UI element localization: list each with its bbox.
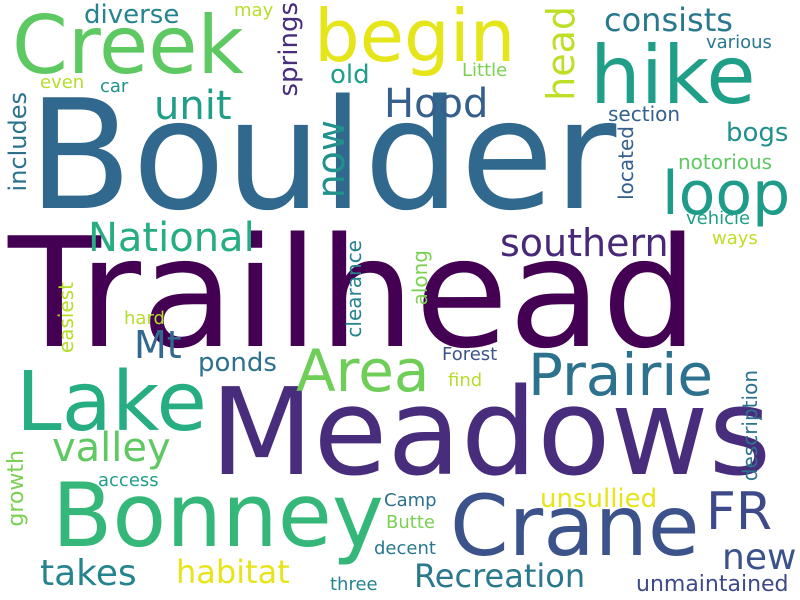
word-southern: southern	[500, 221, 669, 265]
word-meadows: Meadows	[210, 364, 772, 503]
word-valley: valley	[52, 425, 171, 471]
word-even: even	[40, 72, 85, 93]
word-new: new	[722, 537, 797, 578]
word-now: now	[309, 120, 353, 199]
word-boulder: Boulder	[28, 67, 617, 244]
word-consists: consists	[604, 1, 733, 39]
word-unmaintained: unmaintained	[636, 572, 789, 597]
word-ways: ways	[712, 228, 758, 249]
word-fr: FR	[706, 482, 773, 542]
word-springs: springs	[274, 2, 304, 97]
word-unsullied: unsullied	[540, 484, 658, 514]
word-mt: Mt	[134, 323, 182, 367]
word-decent: decent	[374, 538, 436, 559]
word-ponds: ponds	[198, 348, 277, 378]
word-bogs: bogs	[726, 118, 789, 148]
word-description: description	[738, 370, 762, 482]
word-forest: Forest	[442, 344, 498, 365]
word-easiest: easiest	[54, 282, 78, 354]
word-diverse: diverse	[84, 0, 180, 30]
word-butte: Butte	[386, 512, 435, 533]
word-hike: hike	[590, 29, 756, 122]
word-habitat: habitat	[176, 553, 290, 591]
word-bonney: Bonney	[52, 464, 384, 567]
word-area: Area	[296, 337, 430, 405]
word-growth: growth	[4, 450, 29, 527]
word-national: National	[88, 215, 255, 261]
word-trailhead: Trailhead	[8, 205, 699, 382]
word-little: Little	[462, 60, 508, 81]
word-includes: includes	[4, 92, 32, 192]
word-creek: Creek	[12, 0, 244, 92]
word-lake: Lake	[16, 355, 207, 450]
word-unit: unit	[154, 83, 232, 129]
word-notorious: notorious	[678, 150, 773, 174]
word-section: section	[608, 102, 681, 126]
word-access: access	[98, 470, 159, 491]
word-hard: hard	[124, 308, 165, 329]
word-takes: takes	[40, 553, 137, 594]
word-hood: Hood	[384, 81, 489, 127]
word-various: various	[706, 32, 772, 53]
word-located: located	[614, 126, 638, 200]
word-crane: Crane	[450, 477, 700, 575]
word-loop: loop	[662, 159, 791, 229]
word-head: head	[539, 6, 583, 101]
word-clearance: clearance	[342, 240, 366, 338]
word-find: find	[448, 370, 483, 391]
word-camp: Camp	[384, 490, 437, 511]
word-recreation: Recreation	[414, 557, 586, 595]
word-car: car	[100, 76, 129, 97]
word-old: old	[330, 60, 370, 90]
word-along: along	[408, 250, 432, 306]
word-begin: begin	[314, 0, 516, 78]
word-prairie: Prairie	[528, 341, 714, 409]
word-vehicle: vehicle	[686, 208, 751, 229]
word-may: may	[234, 0, 274, 21]
word-three: three	[330, 574, 378, 595]
